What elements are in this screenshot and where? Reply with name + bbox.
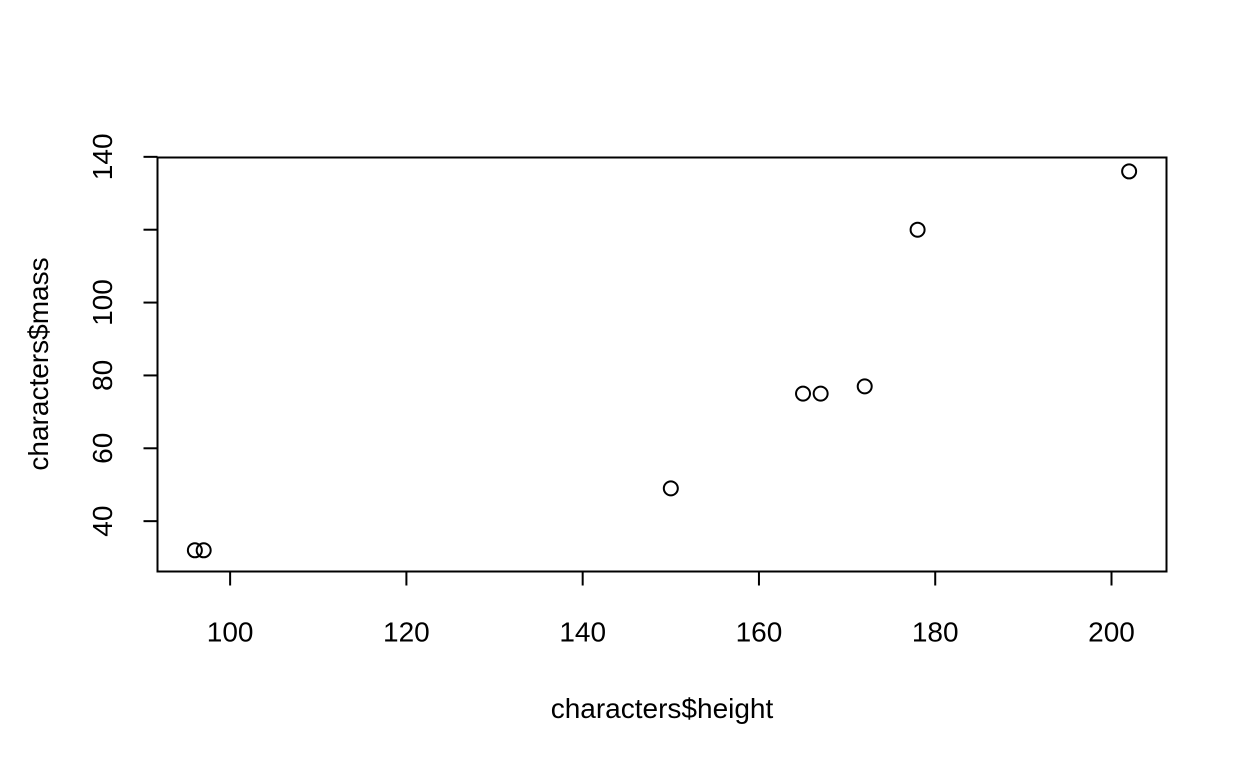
y-tick-label: 140 xyxy=(87,133,118,180)
x-axis: 100 120 140 160 180 200 xyxy=(207,570,1135,648)
x-tick-label: 160 xyxy=(736,617,783,648)
y-tick-label: 60 xyxy=(87,433,118,464)
y-tick-label: 40 xyxy=(87,506,118,537)
data-point xyxy=(909,221,926,238)
y-axis-label: characters$mass xyxy=(23,257,54,470)
plot-frame xyxy=(156,156,1168,573)
y-axis: 40 60 80 100 140 xyxy=(87,133,159,537)
data-points xyxy=(186,163,1138,559)
data-point xyxy=(662,480,679,497)
x-tick-label: 200 xyxy=(1088,617,1135,648)
x-tick-label: 180 xyxy=(912,617,959,648)
data-point xyxy=(795,385,812,402)
data-point xyxy=(195,542,212,559)
data-point xyxy=(186,542,203,559)
y-tick-label: 80 xyxy=(87,360,118,391)
data-point xyxy=(812,385,829,402)
y-tick-label: 100 xyxy=(87,279,118,326)
x-tick-label: 100 xyxy=(207,617,254,648)
x-tick-label: 140 xyxy=(559,617,606,648)
data-point xyxy=(1121,163,1138,180)
x-tick-label: 120 xyxy=(383,617,430,648)
data-point xyxy=(856,378,873,395)
x-axis-label: characters$height xyxy=(551,693,774,724)
